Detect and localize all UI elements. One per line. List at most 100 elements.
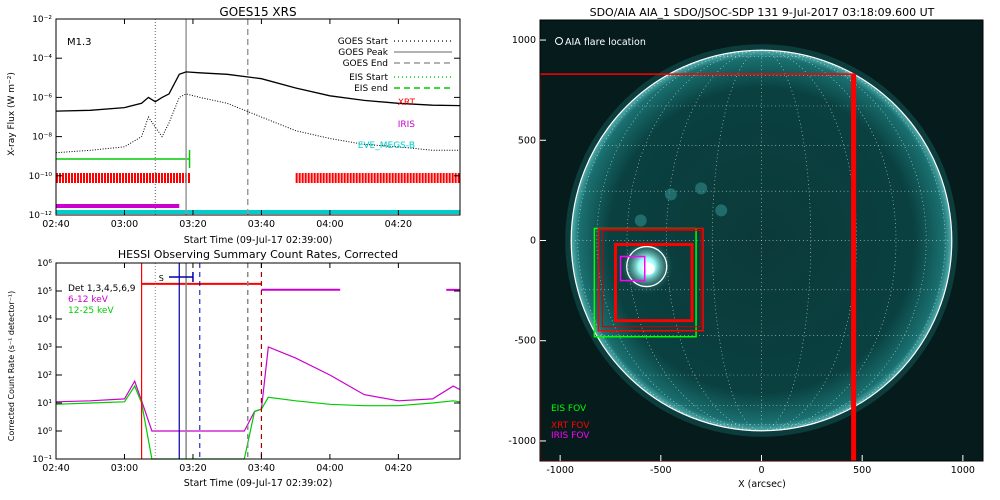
- goes-y-tick-label: 10⁻¹⁰: [29, 172, 53, 182]
- aia-longitude-line: [577, 49, 762, 432]
- hessi-legend-label: Det 1,3,4,5,6,9: [68, 284, 136, 294]
- xrt-coverage-tick: [376, 173, 379, 183]
- xrt-coverage-tick: [304, 173, 307, 183]
- goes-legend-label: EIS Start: [349, 73, 388, 83]
- hessi-panel: HESSI Observing Summary Count Rates, Cor…: [7, 248, 461, 489]
- goes-legend-label: GOES Start: [338, 37, 389, 47]
- xrt-coverage-tick: [122, 173, 124, 183]
- goes-x-tick-label: 03:00: [111, 219, 138, 230]
- xrt-coverage-tick: [101, 173, 103, 183]
- aia-flare-kernel: [642, 262, 655, 275]
- xrt-coverage-tick: [113, 173, 115, 183]
- hessi-x-tick-label: 02:40: [42, 463, 69, 474]
- xrt-coverage-tick: [445, 173, 448, 183]
- xrt-coverage-tick: [62, 173, 64, 183]
- goes-y-tick-label: 10⁻²: [32, 15, 52, 25]
- aia-longitude-line: [596, 49, 762, 432]
- xrt-coverage-tick: [89, 173, 91, 183]
- aia-flare-location-circle: [626, 245, 668, 288]
- xrt-coverage-tick: [131, 173, 133, 183]
- goes-coverage-bars: [56, 150, 460, 214]
- xrt-coverage-tick: [119, 173, 121, 183]
- xrt-coverage-tick: [343, 173, 346, 183]
- xrt-fov-mid-box: [601, 229, 702, 328]
- xrt-coverage-tick: [400, 173, 403, 183]
- xrt-coverage-tick: [358, 173, 361, 183]
- hessi-y-axis-label: Corrected Count Rate (s⁻¹ detector⁻¹): [7, 291, 16, 442]
- xrt-coverage-tick: [397, 173, 400, 183]
- aia-legend-label: IRIS FOV: [551, 431, 590, 441]
- goes-y-tick-label: 10⁻¹²: [29, 211, 53, 221]
- aia-y-tick-label: -1000: [508, 436, 536, 447]
- hessi-x-tick-label: 03:40: [248, 463, 275, 474]
- xrt-fov-large-edge: [851, 74, 857, 461]
- xrt-coverage-tick: [176, 173, 178, 183]
- xrt-coverage-tick: [98, 173, 100, 183]
- xrt-coverage-tick: [388, 173, 391, 183]
- hessi-y-tick-label: 10⁻¹: [32, 455, 52, 465]
- xrt-coverage-tick: [110, 173, 112, 183]
- goes-legend-label: GOES Peak: [338, 48, 388, 58]
- aia-longitude-line: [761, 49, 946, 432]
- aia-flare-location-label: AIA flare location: [565, 37, 646, 48]
- aia-y-tick-label: -500: [514, 336, 536, 347]
- goes-x-tick-label: 04:20: [385, 219, 412, 230]
- xrt-coverage-tick: [391, 173, 394, 183]
- xrt-coverage-tick: [349, 173, 352, 183]
- xrt-coverage-tick: [182, 173, 184, 183]
- goes-legend-label: IRIS: [398, 120, 416, 130]
- hessi-x-axis-label: Start Time (09-Jul-17 02:39:02): [184, 478, 333, 489]
- hessi-12-25kev-line: [55, 384, 461, 460]
- iris-coverage-bar: [56, 204, 180, 208]
- xrt-coverage-tick: [403, 173, 406, 183]
- xrt-coverage-tick: [65, 173, 67, 183]
- xrt-coverage-tick: [71, 173, 73, 183]
- goes-x-axis-label: Start Time (09-Jul-17 02:39:00): [184, 235, 333, 246]
- xrt-coverage-tick: [164, 173, 166, 183]
- goes-long-channel-line: [55, 71, 461, 112]
- xrt-coverage-tick: [137, 173, 139, 183]
- aia-image-panel: SDO/AIA AIA_1 SDO/JSOC-SDP 131 9-Jul-201…: [508, 6, 984, 490]
- xrt-coverage-tick: [355, 173, 358, 183]
- aia-flare-location-marker: [555, 37, 563, 45]
- xrt-coverage-tick: [421, 173, 424, 183]
- xrt-coverage-tick: [149, 173, 151, 183]
- xrt-coverage-tick: [301, 173, 304, 183]
- xrt-coverage-tick: [310, 173, 313, 183]
- xrt-coverage-tick: [313, 173, 316, 183]
- xrt-coverage-tick: [140, 173, 142, 183]
- xrt-coverage-tick: [107, 173, 109, 183]
- aia-x-axis-label: X (arcsec): [738, 479, 786, 490]
- xrt-coverage-tick: [418, 173, 421, 183]
- aia-image: [540, 20, 983, 461]
- xrt-coverage-tick: [322, 173, 325, 183]
- aia-bright-region: [715, 204, 728, 217]
- aia-title: SDO/AIA AIA_1 SDO/JSOC-SDP 131 9-Jul-201…: [590, 6, 935, 19]
- goes-plot-frame: [55, 18, 461, 216]
- aia-legend-label: XRT FOV: [551, 421, 590, 431]
- xrt-coverage-tick: [104, 173, 106, 183]
- xrt-coverage-tick: [361, 173, 364, 183]
- aia-x-tick-label: 500: [853, 465, 871, 476]
- xrt-coverage-tick: [415, 173, 418, 183]
- xrt-coverage-tick: [143, 173, 145, 183]
- aia-ticks: -1000 -500 0 500 1000 -1000 -500 0 500 1000: [508, 19, 984, 476]
- xrt-coverage-tick: [86, 173, 88, 183]
- hessi-x-tick-label: 03:00: [111, 463, 138, 474]
- xrt-coverage-tick: [295, 173, 298, 183]
- hessi-legend-label: 6-12 keV: [68, 295, 109, 305]
- goes-legend-label: EVE_MEGS-B: [358, 141, 415, 151]
- hessi-x-tick-label: 03:20: [179, 463, 206, 474]
- aia-legend-label: EIS FOV: [551, 404, 587, 414]
- xrt-coverage-tick: [77, 173, 79, 183]
- hessi-title: HESSI Observing Summary Count Rates, Cor…: [118, 248, 398, 261]
- xrt-coverage-tick: [59, 173, 61, 183]
- xrt-coverage-tick: [379, 173, 382, 183]
- xrt-coverage-tick: [385, 173, 388, 183]
- xrt-coverage-tick: [334, 173, 337, 183]
- xrt-coverage-tick: [430, 173, 433, 183]
- goes-x-tick-label: 02:40: [42, 219, 69, 230]
- aia-bright-region: [695, 182, 708, 195]
